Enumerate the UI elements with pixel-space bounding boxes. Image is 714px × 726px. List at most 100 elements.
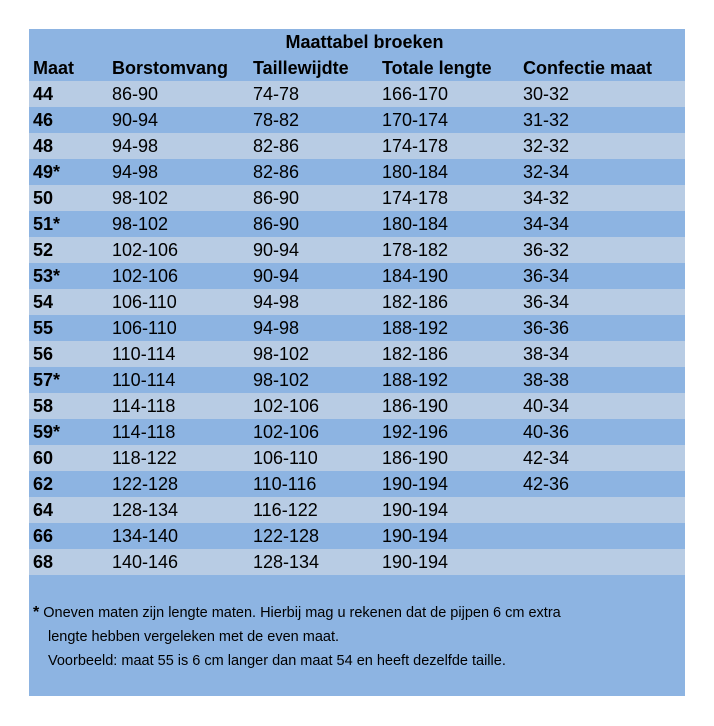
table-row: 54 106-110 94-98 182-186 36-34 — [29, 289, 685, 315]
row-maat: 52 — [33, 240, 54, 260]
row-maat: 53* — [33, 266, 61, 286]
table-row: 50 98-102 86-90 174-178 34-32 — [29, 185, 685, 211]
footnote: * Oneven maten zijn lengte maten. Hierbi… — [33, 601, 673, 673]
table-row: 59* 114-118 102-106 192-196 40-36 — [29, 419, 685, 445]
table-row: 58 114-118 102-106 186-190 40-34 — [29, 393, 685, 419]
table-header-row: Maat Borstomvang Taillewijdte Totale len… — [29, 55, 685, 81]
row-totale-lengte: 192-196 — [382, 422, 449, 442]
row-taillewijdte: 82-86 — [253, 162, 300, 182]
row-borstomvang: 94-98 — [112, 162, 159, 182]
row-totale-lengte: 182-186 — [382, 344, 449, 364]
table-row: 66 134-140 122-128 190-194 — [29, 523, 685, 549]
row-totale-lengte: 188-192 — [382, 370, 449, 390]
table-row: 68 140-146 128-134 190-194 — [29, 549, 685, 575]
row-borstomvang: 94-98 — [112, 136, 159, 156]
table-row: 60 118-122 106-110 186-190 42-34 — [29, 445, 685, 471]
row-maat: 57* — [33, 370, 61, 390]
row-confectie-maat: 40-36 — [523, 422, 570, 442]
row-taillewijdte: 90-94 — [253, 266, 300, 286]
row-totale-lengte: 180-184 — [382, 214, 449, 234]
row-borstomvang: 102-106 — [112, 266, 179, 286]
row-taillewijdte: 90-94 — [253, 240, 300, 260]
row-maat: 62 — [33, 474, 54, 494]
row-taillewijdte: 74-78 — [253, 84, 300, 104]
row-totale-lengte: 190-194 — [382, 552, 449, 572]
table-row: 57* 110-114 98-102 188-192 38-38 — [29, 367, 685, 393]
row-borstomvang: 114-118 — [112, 422, 176, 442]
row-taillewijdte: 116-122 — [253, 500, 318, 520]
table-row: 52 102-106 90-94 178-182 36-32 — [29, 237, 685, 263]
header-confectie-maat: Confectie maat — [523, 58, 653, 78]
row-borstomvang: 98-102 — [112, 188, 169, 208]
table-row: 51* 98-102 86-90 180-184 34-34 — [29, 211, 685, 237]
row-borstomvang: 110-114 — [112, 344, 176, 364]
size-chart-panel: Maattabel broeken Maat Borstomvang Taill… — [29, 29, 685, 696]
row-confectie-maat: 38-38 — [523, 370, 570, 390]
row-borstomvang: 140-146 — [112, 552, 179, 572]
row-taillewijdte: 94-98 — [253, 292, 300, 312]
row-confectie-maat: 36-34 — [523, 292, 570, 312]
row-totale-lengte: 188-192 — [382, 318, 449, 338]
row-borstomvang: 128-134 — [112, 500, 179, 520]
row-borstomvang: 114-118 — [112, 396, 176, 416]
row-totale-lengte: 190-194 — [382, 526, 449, 546]
row-maat: 64 — [33, 500, 54, 520]
row-taillewijdte: 110-116 — [253, 474, 317, 494]
row-maat: 44 — [33, 84, 54, 104]
row-maat: 49* — [33, 162, 61, 182]
row-confectie-maat: 36-32 — [523, 240, 570, 260]
row-taillewijdte: 98-102 — [253, 370, 310, 390]
table-title: Maattabel broeken — [285, 32, 444, 52]
table-row: 62 122-128 110-116 190-194 42-36 — [29, 471, 685, 497]
row-taillewijdte: 86-90 — [253, 214, 300, 234]
row-taillewijdte: 94-98 — [253, 318, 300, 338]
table-row: 49* 94-98 82-86 180-184 32-34 — [29, 159, 685, 185]
table-row: 64 128-134 116-122 190-194 — [29, 497, 685, 523]
row-taillewijdte: 128-134 — [253, 552, 320, 572]
row-borstomvang: 106-110 — [112, 292, 177, 312]
table-row: 56 110-114 98-102 182-186 38-34 — [29, 341, 685, 367]
row-maat: 50 — [33, 188, 54, 208]
row-taillewijdte: 82-86 — [253, 136, 300, 156]
row-confectie-maat: 32-32 — [523, 136, 570, 156]
row-confectie-maat: 42-34 — [523, 448, 570, 468]
row-maat: 59* — [33, 422, 61, 442]
row-totale-lengte: 174-178 — [382, 188, 449, 208]
row-totale-lengte: 186-190 — [382, 396, 449, 416]
row-borstomvang: 106-110 — [112, 318, 177, 338]
row-taillewijdte: 86-90 — [253, 188, 300, 208]
row-confectie-maat: 34-32 — [523, 188, 570, 208]
row-taillewijdte: 102-106 — [253, 422, 320, 442]
row-maat: 60 — [33, 448, 54, 468]
row-taillewijdte: 98-102 — [253, 344, 310, 364]
header-totale-lengte: Totale lengte — [382, 58, 492, 78]
row-totale-lengte: 166-170 — [382, 84, 449, 104]
row-confectie-maat: 36-36 — [523, 318, 570, 338]
footnote-star: * — [33, 604, 40, 621]
header-maat: Maat — [33, 58, 75, 78]
footnote-line-1: * Oneven maten zijn lengte maten. Hierbi… — [33, 601, 673, 625]
row-maat: 51* — [33, 214, 61, 234]
row-maat: 48 — [33, 136, 54, 156]
row-totale-lengte: 186-190 — [382, 448, 449, 468]
row-borstomvang: 122-128 — [112, 474, 179, 494]
row-borstomvang: 118-122 — [112, 448, 177, 468]
row-maat: 66 — [33, 526, 54, 546]
row-borstomvang: 98-102 — [112, 214, 169, 234]
row-confectie-maat: 40-34 — [523, 396, 570, 416]
row-totale-lengte: 182-186 — [382, 292, 449, 312]
row-taillewijdte: 106-110 — [253, 448, 318, 468]
table-row: 46 90-94 78-82 170-174 31-32 — [29, 107, 685, 133]
row-borstomvang: 90-94 — [112, 110, 159, 130]
row-maat: 68 — [33, 552, 54, 572]
row-borstomvang: 86-90 — [112, 84, 159, 104]
row-confectie-maat: 38-34 — [523, 344, 570, 364]
table-row: 55 106-110 94-98 188-192 36-36 — [29, 315, 685, 341]
row-taillewijdte: 102-106 — [253, 396, 320, 416]
table-row: 44 86-90 74-78 166-170 30-32 — [29, 81, 685, 107]
row-taillewijdte: 78-82 — [253, 110, 300, 130]
table-row: 53* 102-106 90-94 184-190 36-34 — [29, 263, 685, 289]
row-maat: 56 — [33, 344, 54, 364]
row-maat: 54 — [33, 292, 54, 312]
row-maat: 55 — [33, 318, 54, 338]
